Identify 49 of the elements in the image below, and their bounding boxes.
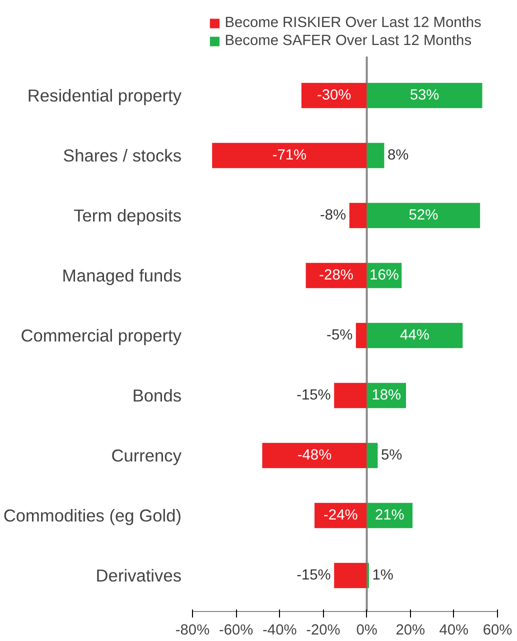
data-label: 44% [400, 328, 430, 344]
y-tick-label: Residential property [27, 86, 182, 106]
data-label: -24% [324, 508, 358, 524]
data-label: -48% [297, 448, 332, 464]
x-tick-label: 0% [356, 622, 378, 638]
bar [301, 82, 367, 108]
data-label: -8% [320, 208, 346, 224]
y-tick-label: Commodities (eg Gold) [3, 506, 182, 526]
y-tick-label: Term deposits [74, 206, 182, 226]
data-label: 21% [374, 508, 404, 524]
bar [366, 202, 480, 228]
data-label: -28% [319, 268, 354, 284]
x-tick-label: -40% [262, 622, 297, 638]
data-label: 16% [370, 268, 399, 284]
x-tick-label: -80% [175, 622, 210, 638]
data-label: 52% [408, 208, 438, 224]
data-label: 8% [387, 148, 409, 164]
bar [366, 142, 384, 168]
bar [366, 322, 463, 348]
y-tick-label: Bonds [132, 386, 182, 406]
data-label: 53% [410, 88, 440, 104]
data-label: -15% [296, 388, 331, 404]
x-tick-label: 60% [482, 622, 512, 638]
y-tick-label: Shares / stocks [63, 146, 182, 166]
legend-label: Become SAFER Over Last 12 Months [224, 33, 472, 49]
bar [366, 82, 482, 108]
bar [212, 142, 367, 168]
data-label: -5% [326, 328, 353, 344]
legend-label: Become RISKIER Over Last 12 Months [224, 15, 482, 31]
y-tick-label: Managed funds [62, 266, 182, 286]
x-tick-label: -20% [306, 622, 340, 638]
data-label: -71% [272, 148, 307, 164]
y-tick-label: Currency [111, 446, 182, 466]
bar [356, 322, 367, 348]
bar [366, 442, 378, 468]
data-label: -15% [296, 568, 331, 584]
data-label: 18% [372, 388, 402, 404]
bar [334, 382, 367, 408]
bar [334, 562, 367, 588]
x-tick-label: 40% [439, 622, 469, 638]
data-label: 1% [372, 568, 394, 584]
y-tick-label: Commercial property [20, 326, 182, 346]
bar [349, 202, 367, 228]
y-tick-label: Derivatives [96, 566, 182, 586]
x-tick-label: -60% [218, 622, 254, 638]
data-label: -30% [317, 88, 352, 104]
bar [262, 442, 367, 468]
x-tick-label: 20% [396, 622, 426, 638]
data-label: 5% [380, 448, 402, 464]
